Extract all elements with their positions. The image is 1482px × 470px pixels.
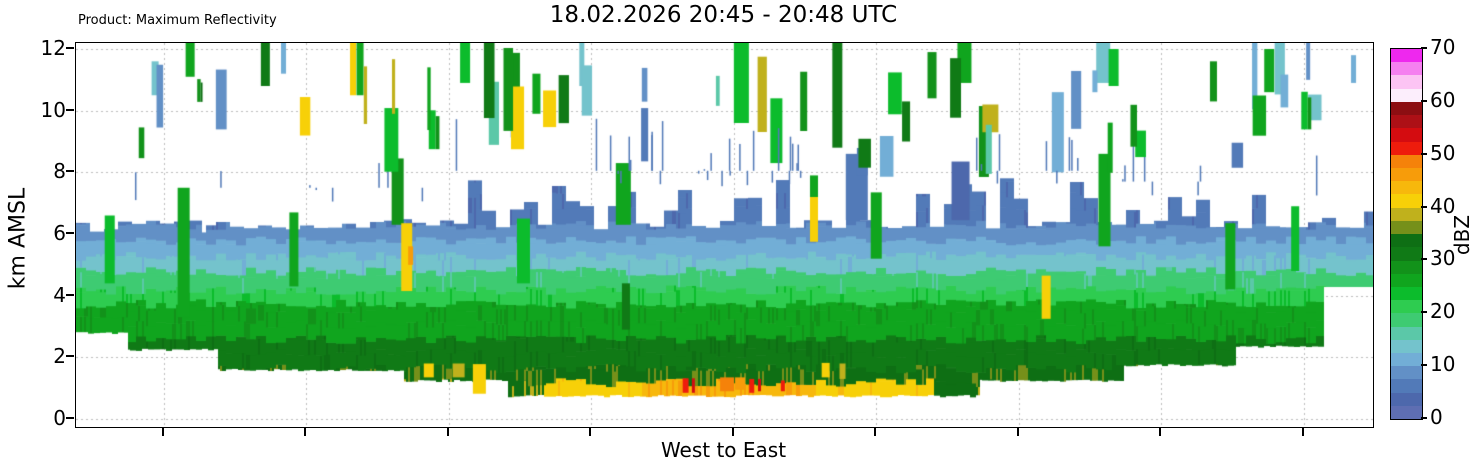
colorbar-tick-mark xyxy=(1421,417,1427,419)
colorbar-tick-mark xyxy=(1421,47,1427,49)
colorbar-tick-mark xyxy=(1421,152,1427,155)
x-tick-mark xyxy=(731,428,734,436)
colorbar-band xyxy=(1391,313,1422,327)
colorbar-band xyxy=(1391,392,1422,406)
colorbar-band xyxy=(1391,366,1422,380)
x-tick-mark xyxy=(1016,428,1019,436)
colorbar-band xyxy=(1391,353,1422,367)
colorbar-band xyxy=(1391,405,1422,420)
x-tick-mark xyxy=(161,428,164,436)
y-tick-label: 8 xyxy=(53,159,66,184)
colorbar-tick-label: 10 xyxy=(1430,352,1456,377)
product-label: Product: Maximum Reflectivity xyxy=(78,13,277,28)
colorbar-band xyxy=(1391,101,1422,116)
y-tick-mark xyxy=(66,232,74,234)
plot-area xyxy=(75,42,1374,428)
y-tick-mark xyxy=(66,108,74,111)
colorbar-tick-mark xyxy=(1421,99,1427,102)
colorbar-band xyxy=(1391,273,1422,287)
colorbar-band xyxy=(1391,49,1422,63)
x-tick-mark xyxy=(1159,428,1162,436)
colorbar-tick-mark xyxy=(1421,258,1427,261)
colorbar-band xyxy=(1391,75,1422,89)
colorbar-band xyxy=(1391,339,1422,354)
y-tick-label: 4 xyxy=(53,282,66,307)
colorbar-band xyxy=(1391,326,1422,340)
colorbar-band xyxy=(1391,286,1422,301)
y-tick-mark xyxy=(66,355,74,358)
y-tick-mark xyxy=(66,293,74,296)
colorbar-tick-label: 30 xyxy=(1430,246,1456,271)
y-tick-label: 12 xyxy=(40,36,66,60)
colorbar-tick-label: 40 xyxy=(1430,193,1456,218)
colorbar-band xyxy=(1391,88,1422,102)
reflectivity-heatmap-canvas xyxy=(76,43,1373,427)
colorbar-tick-label: 50 xyxy=(1430,140,1456,165)
colorbar-tick-label: 20 xyxy=(1430,299,1456,324)
x-axis-label: West to East xyxy=(660,438,787,462)
colorbar-band xyxy=(1391,379,1422,393)
colorbar-band xyxy=(1391,194,1422,208)
y-tick-label: 10 xyxy=(40,97,66,122)
colorbar-band xyxy=(1391,300,1422,314)
colorbar-band xyxy=(1391,167,1422,182)
colorbar-band xyxy=(1391,207,1422,221)
y-tick-mark xyxy=(66,417,74,419)
x-tick-mark xyxy=(589,428,592,436)
colorbar-tick-mark xyxy=(1421,311,1427,314)
chart-title: 18.02.2026 20:45 - 20:48 UTC xyxy=(549,2,898,28)
x-tick-mark xyxy=(446,428,449,436)
colorbar-band xyxy=(1391,128,1422,142)
colorbar-band xyxy=(1391,220,1422,235)
colorbar xyxy=(1390,48,1423,420)
y-tick-label: 0 xyxy=(53,406,66,430)
colorbar-band xyxy=(1391,154,1422,168)
colorbar-band xyxy=(1391,260,1422,274)
colorbar-band xyxy=(1391,141,1422,155)
y-tick-label: 2 xyxy=(53,344,66,369)
y-tick-mark xyxy=(66,170,74,173)
y-tick-label: 6 xyxy=(53,221,66,245)
colorbar-tick-label: 0 xyxy=(1430,405,1443,429)
colorbar-tick-mark xyxy=(1421,364,1427,367)
x-tick-mark xyxy=(1301,428,1304,436)
colorbar-tick-label: 60 xyxy=(1430,87,1456,112)
x-tick-mark xyxy=(874,428,877,436)
colorbar-band xyxy=(1391,181,1422,195)
colorbar-band xyxy=(1391,234,1422,248)
colorbar-band xyxy=(1391,62,1422,76)
y-tick-mark xyxy=(66,47,74,49)
colorbar-label: dBZ xyxy=(1450,214,1474,256)
colorbar-tick-mark xyxy=(1421,205,1427,208)
colorbar-tick-label: 70 xyxy=(1430,35,1456,59)
x-tick-mark xyxy=(304,428,307,436)
colorbar-band xyxy=(1391,247,1422,261)
colorbar-band xyxy=(1391,115,1422,129)
